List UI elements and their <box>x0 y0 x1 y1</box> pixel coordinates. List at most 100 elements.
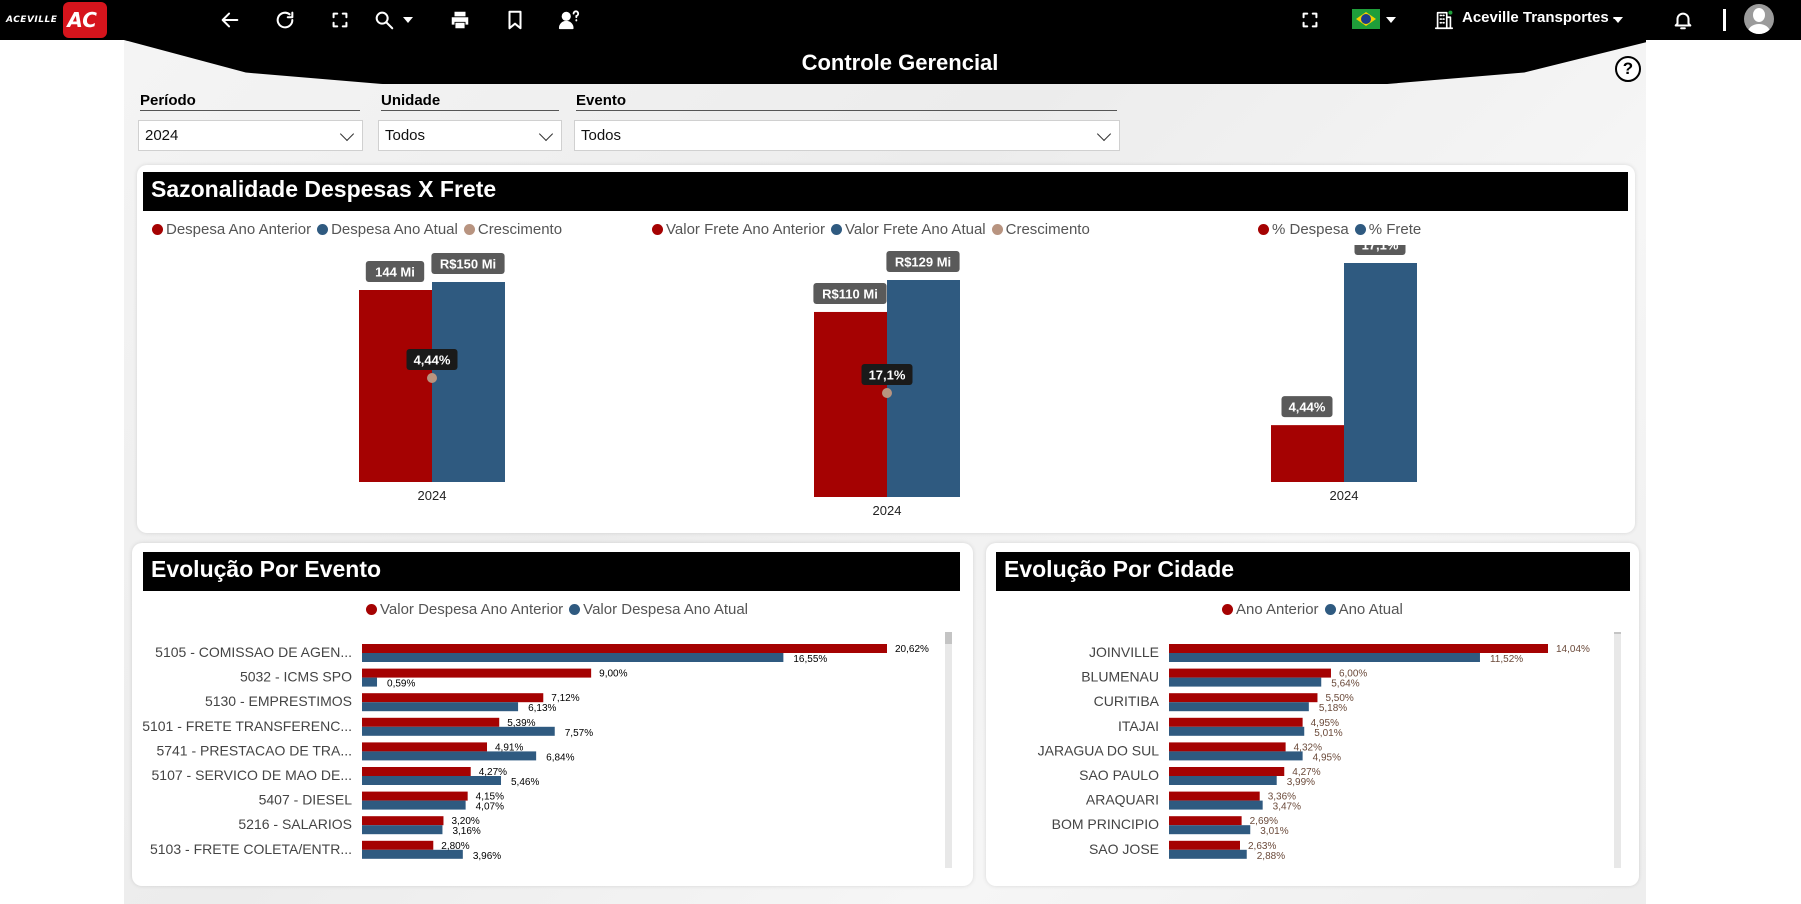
data-label-prior: 4,27% <box>479 767 507 778</box>
data-label-current: 16,55% <box>793 654 827 665</box>
cidade-title: Evolução Por Cidade <box>996 552 1630 591</box>
building-icon[interactable] <box>1432 8 1456 32</box>
bar-prior <box>362 767 471 776</box>
bar-current <box>1169 776 1277 785</box>
growth-point <box>882 388 892 398</box>
legend-dot <box>1258 224 1269 235</box>
periodo-select[interactable]: 2024 <box>138 120 363 151</box>
data-label-current: 7,57% <box>565 728 593 739</box>
x-tick-label: 2024 <box>873 503 902 518</box>
bell-icon[interactable] <box>1671 8 1695 32</box>
bar-current <box>1169 825 1251 835</box>
data-label-prior: 4,15% <box>476 792 504 803</box>
data-label-current: 11,52% <box>1490 654 1523 665</box>
data-label-prior: 3,20% <box>451 816 479 827</box>
top-toolbar: ACEVILLE AC Aceville Transportes - <box>0 0 1801 40</box>
evento-select[interactable]: Todos <box>574 120 1120 151</box>
back-arrow-icon[interactable] <box>218 8 242 32</box>
company-dropdown-icon[interactable] <box>1613 17 1623 23</box>
brazil-flag-icon[interactable] <box>1352 9 1380 29</box>
category-label: JARAGUA DO SUL <box>1038 742 1160 758</box>
legend-item[interactable]: Crescimento <box>991 221 1090 238</box>
legend-item[interactable]: Valor Despesa Ano Atual <box>569 601 748 618</box>
evento-panel <box>132 543 973 886</box>
legend-item[interactable]: % Despesa <box>1258 221 1349 238</box>
data-label-prior: 4,91% <box>495 742 523 753</box>
bookmark-icon[interactable] <box>503 8 527 32</box>
evento-legend: Valor Despesa Ano Anterior Valor Despesa… <box>366 601 754 618</box>
cidade-scrollbar[interactable] <box>1614 632 1621 868</box>
legend-dot <box>830 224 842 235</box>
company-selector[interactable]: Aceville Transportes - <box>1462 9 1618 26</box>
legend-item[interactable]: Ano Anterior <box>1222 601 1319 618</box>
scrollbar-thumb[interactable] <box>1614 632 1621 634</box>
data-label-current: 2,88% <box>1257 851 1285 862</box>
legend-item[interactable]: Valor Despesa Ano Anterior <box>366 601 563 618</box>
fullscreen-icon[interactable] <box>1298 8 1322 32</box>
bar-prior <box>362 717 500 727</box>
bar-prior <box>1169 767 1285 776</box>
refresh-icon[interactable] <box>273 8 297 32</box>
data-label-prior: 4,95% <box>1311 718 1339 729</box>
cidade-panel <box>986 543 1639 886</box>
bar-prior <box>1169 742 1286 752</box>
legend-item[interactable]: Ano Atual <box>1324 601 1403 618</box>
legend-item[interactable]: Valor Frete Ano Anterior <box>652 221 825 238</box>
chevron-down-icon <box>538 126 554 142</box>
category-label: 5105 - COMISSAO DE AGEN... <box>155 644 352 660</box>
fit-screen-icon[interactable] <box>328 8 352 32</box>
bar-current <box>362 825 443 835</box>
data-label-current: 5,18% <box>1319 703 1347 714</box>
bar-prior <box>1271 425 1344 482</box>
unidade-select[interactable]: Todos <box>378 120 562 151</box>
growth-label: 17,1% <box>869 368 906 383</box>
data-label-prior: 4,44% <box>1289 400 1326 415</box>
bar-prior <box>359 290 432 482</box>
data-label-prior: 5,39% <box>507 718 535 729</box>
language-dropdown-icon[interactable] <box>1386 17 1396 23</box>
data-label-prior: 2,80% <box>441 841 469 852</box>
bar-current <box>1169 726 1305 736</box>
zoom-dropdown-icon[interactable] <box>403 17 413 23</box>
category-label: SAO JOSE <box>1089 841 1159 857</box>
data-label-current: 4,95% <box>1313 752 1341 763</box>
data-label-current: 3,47% <box>1273 802 1301 813</box>
bar-prior <box>1169 840 1240 850</box>
legend-dot <box>569 604 581 615</box>
data-label-current: 3,96% <box>473 851 501 862</box>
data-label-current: 3,16% <box>452 826 480 837</box>
evento-scrollbar[interactable] <box>945 632 952 868</box>
bar-prior <box>814 311 887 497</box>
bar-prior <box>1169 717 1303 727</box>
bar-prior <box>362 742 488 752</box>
x-tick-label: 2024 <box>418 488 447 503</box>
despesa-legend: Despesa Ano Anterior Despesa Ano Atual C… <box>152 221 568 238</box>
help-icon[interactable]: ? <box>1615 56 1641 82</box>
periodo-label: Período <box>140 92 360 111</box>
data-label-current: R$129 Mi <box>895 255 951 270</box>
user-avatar-icon[interactable] <box>1744 4 1774 34</box>
category-label: SAO PAULO <box>1079 767 1159 783</box>
evento-bar-chart: 5105 - COMISSAO DE AGEN... 20,62% 16,55% 50… <box>142 644 929 862</box>
legend-item[interactable]: % Frete <box>1354 221 1421 238</box>
category-label: JOINVILLE <box>1089 644 1159 660</box>
bar-current <box>1169 677 1322 687</box>
evento-title: Evolução Por Evento <box>143 552 960 591</box>
legend-item[interactable]: Valor Frete Ano Atual <box>830 221 986 238</box>
unidade-label: Unidade <box>381 92 559 111</box>
bar-prior <box>362 668 592 678</box>
data-label-prior: 14,04% <box>1556 644 1590 655</box>
logo-text: ACEVILLE <box>6 15 58 25</box>
legend-item[interactable]: Crescimento <box>463 221 562 238</box>
cidade-legend: Ano Anterior Ano Atual <box>1222 601 1409 618</box>
legend-item[interactable]: Despesa Ano Atual <box>317 221 458 238</box>
data-label-current: 5,64% <box>1331 679 1359 690</box>
toolbar-divider <box>1723 9 1726 31</box>
user-help-icon[interactable] <box>557 8 581 32</box>
scrollbar-thumb[interactable] <box>945 632 952 644</box>
data-label-prior: 4,32% <box>1294 742 1322 753</box>
print-icon[interactable] <box>448 8 472 32</box>
legend-item[interactable]: Despesa Ano Anterior <box>152 221 311 238</box>
data-label-prior: 144 Mi <box>375 265 415 280</box>
zoom-icon[interactable] <box>372 8 396 32</box>
